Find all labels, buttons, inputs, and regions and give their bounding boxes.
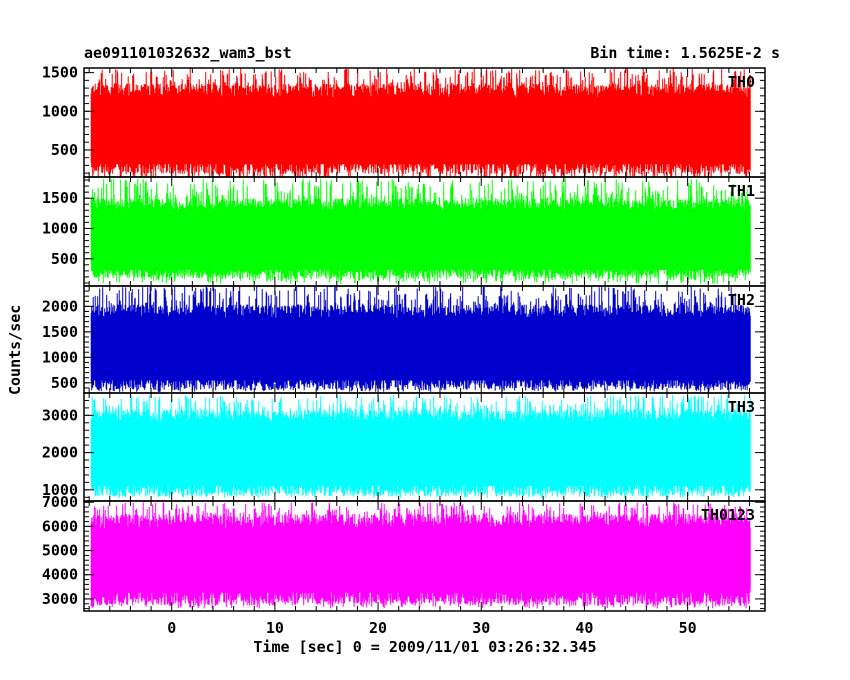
y-tick-label: 1000 xyxy=(42,219,78,237)
y-tick-label: 2000 xyxy=(42,297,78,315)
panel-label-th2: TH2 xyxy=(728,291,755,309)
x-tick-label: 40 xyxy=(575,619,593,637)
series-th2-band xyxy=(91,319,751,381)
y-tick-label: 5000 xyxy=(42,542,78,560)
series-th0123-band xyxy=(91,529,751,593)
y-tick-label: 1000 xyxy=(42,348,78,366)
series-th0-band xyxy=(91,99,751,165)
panel-frame-th0123 xyxy=(83,500,766,612)
x-tick-label: 10 xyxy=(266,619,284,637)
series-th1-band xyxy=(91,212,751,270)
panel-label-th1: TH1 xyxy=(728,182,755,200)
bin-time-label: Bin time: 1.5625E-2 s xyxy=(590,44,780,62)
y-tick-label: 1000 xyxy=(42,481,78,499)
panel-label-th0123: TH0123 xyxy=(701,506,755,524)
y-tick-label: 3000 xyxy=(42,590,78,608)
y-tick-label: 4000 xyxy=(42,566,78,584)
x-tick-label: 50 xyxy=(679,619,697,637)
y-tick-label: 6000 xyxy=(42,517,78,535)
y-tick-label: 1000 xyxy=(42,102,78,120)
panel-label-th3: TH3 xyxy=(728,398,755,416)
x-axis-label: Time [sec] 0 = 2009/11/01 03:26:32.345 xyxy=(253,638,597,656)
y-axis-label: Counts/sec xyxy=(6,304,24,395)
panel-label-th0: TH0 xyxy=(728,73,755,91)
series-th3-band xyxy=(91,424,751,487)
y-tick-label: 7000 xyxy=(42,493,78,511)
x-tick-label: 30 xyxy=(472,619,490,637)
y-tick-label: 500 xyxy=(51,374,78,392)
x-tick-label: 20 xyxy=(369,619,387,637)
chart-title: ae091101032632_wam3_bst xyxy=(84,44,292,62)
y-tick-label: 500 xyxy=(51,250,78,268)
y-tick-label: 1500 xyxy=(42,64,78,82)
y-tick-label: 3000 xyxy=(42,406,78,424)
y-tick-label: 500 xyxy=(51,141,78,159)
y-tick-label: 1500 xyxy=(42,323,78,341)
y-tick-label: 2000 xyxy=(42,444,78,462)
y-tick-label: 1500 xyxy=(42,189,78,207)
x-tick-label: 0 xyxy=(167,619,176,637)
